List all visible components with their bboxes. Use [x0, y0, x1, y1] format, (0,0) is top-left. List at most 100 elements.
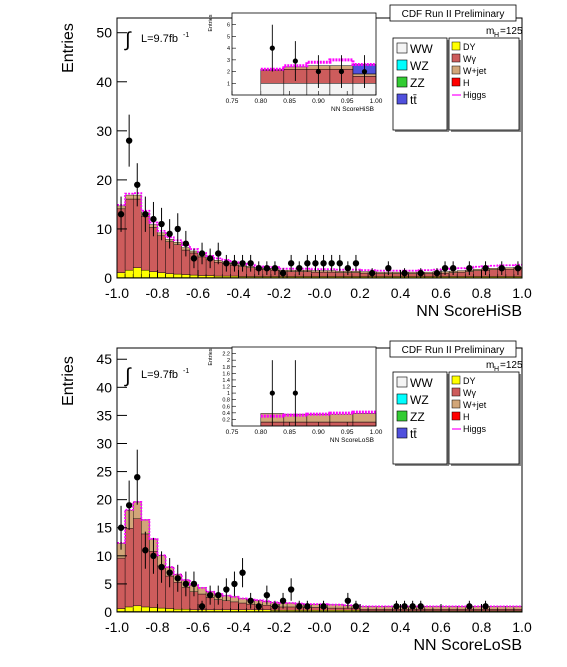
- x-tick-label: 0.4: [391, 619, 411, 635]
- hist-bar-W+jet: [359, 271, 369, 274]
- inset-x-tick-label: 1.00: [370, 98, 383, 105]
- x-tick-label: 0.8: [472, 285, 492, 301]
- hist-bar-DY: [189, 274, 199, 278]
- inset-x-axis-label: NN ScoreLoSB: [330, 437, 374, 444]
- hist-bar-Wγ: [238, 602, 247, 610]
- data-point: [142, 211, 149, 218]
- y-tick-label: 10: [96, 221, 112, 237]
- mass-label-value: =125: [500, 360, 523, 371]
- hist-bar-Wγ: [222, 600, 231, 610]
- hist-bar-Wγ: [497, 608, 507, 612]
- inset-bar-WW: [260, 83, 285, 96]
- y-tick-label: 0: [104, 270, 112, 286]
- mass-label-sub: H: [494, 32, 499, 39]
- legend-label: ZZ: [410, 76, 425, 90]
- y-tick-label: 30: [96, 435, 112, 451]
- inset-x-tick-label: 0.85: [283, 429, 296, 436]
- x-axis-label: NN ScoreHiSB: [416, 303, 522, 320]
- mass-label-m: m: [486, 26, 494, 37]
- hist-bar-DY: [189, 609, 199, 612]
- data-point: [182, 580, 190, 588]
- data-point: [231, 260, 238, 267]
- header-box: [389, 4, 517, 22]
- inset-data-point: [361, 68, 368, 75]
- hist-bar-DY: [165, 273, 174, 278]
- legend-label: WW: [410, 42, 433, 56]
- hist-bar-W+jet: [286, 602, 296, 608]
- inset-y-tick-label: 2: [227, 70, 230, 76]
- hist-bar-Wγ: [376, 608, 385, 612]
- inset-data-point: [292, 390, 298, 396]
- hist-bar-DY: [205, 275, 215, 278]
- data-point: [206, 255, 214, 262]
- data-point: [255, 603, 262, 610]
- y-tick-label: 10: [96, 548, 112, 564]
- legend-label: tt̄: [410, 93, 417, 107]
- legend-swatch: [396, 410, 408, 422]
- hist-bar-Wγ: [303, 271, 312, 277]
- legend-swatch: [451, 387, 461, 397]
- hist-bar-DY: [173, 273, 182, 278]
- data-point: [263, 591, 271, 599]
- legend-label: DY: [463, 42, 476, 52]
- data-point: [166, 569, 173, 576]
- inset-x-tick-label: 0.90: [312, 429, 325, 436]
- inset-x-tick-label: 0.90: [312, 98, 325, 105]
- header-title: CDF Run II Preliminary: [402, 9, 505, 20]
- y-tick-label: 15: [96, 520, 112, 536]
- data-point: [190, 255, 198, 262]
- hist-bar-Wγ: [448, 608, 458, 612]
- legend-label: WW: [410, 376, 433, 390]
- x-axis-label: NN ScoreLoSB: [414, 637, 523, 654]
- inset-bar-W+jet: [329, 413, 354, 423]
- hist-bar-Wγ: [230, 601, 239, 610]
- inset-y-tick-label: 0.6: [222, 404, 230, 410]
- hist-bar-Wγ: [132, 198, 142, 268]
- data-point: [215, 591, 222, 599]
- legend-swatch: [451, 65, 461, 75]
- data-point: [215, 250, 222, 257]
- hist-bar-DY: [116, 272, 126, 278]
- data-point: [385, 264, 392, 272]
- y-axis-label: Entries: [60, 356, 77, 406]
- legend-swatch: [451, 411, 461, 421]
- hist-bar-DY: [238, 609, 247, 612]
- inset-x-tick-label: 0.75: [226, 98, 239, 105]
- y-tick-label: 35: [96, 407, 112, 423]
- data-point: [287, 260, 295, 267]
- data-point: [312, 260, 319, 267]
- integral-sign: ∫: [124, 365, 132, 387]
- inset-y-tick-label: 1: [227, 391, 230, 397]
- hist-bar-Wγ: [286, 271, 296, 277]
- hist-bar-DY: [230, 609, 239, 612]
- hist-bar-DY: [116, 608, 126, 612]
- top-panel: -1.0 -0.8 -0.6 -0.4 -0.2 -0.0 0.2 0.4 0.6 0.8 1.00…: [60, 4, 532, 320]
- mass-label-sub: H: [494, 366, 499, 373]
- legend-swatch: [396, 393, 408, 405]
- hist-bar-Wγ: [424, 273, 434, 277]
- hist-bar-Wγ: [489, 269, 498, 277]
- data-point: [174, 575, 181, 582]
- x-tick-label: 0.6: [431, 619, 451, 635]
- integral-sign: ∫: [124, 29, 132, 51]
- hist-bar-W+jet: [489, 267, 498, 270]
- hist-bar-DY: [230, 275, 239, 278]
- hist-bar-Wγ: [116, 557, 126, 609]
- inset-y-tick-label: 2.2: [222, 352, 230, 358]
- data-point: [401, 269, 408, 277]
- data-point: [125, 137, 133, 144]
- hist-bar-DY: [132, 605, 142, 612]
- inset-data-point: [338, 68, 345, 75]
- data-point: [417, 603, 424, 610]
- data-point: [393, 603, 400, 610]
- data-point: [117, 211, 125, 218]
- x-tick-label: 0.4: [391, 285, 411, 301]
- y-tick-label: 40: [96, 379, 112, 395]
- legend-label: DY: [463, 376, 476, 386]
- hist-bar-Wγ: [262, 605, 272, 610]
- data-point: [304, 603, 311, 610]
- x-tick-label: 0.8: [472, 619, 492, 635]
- inset-x-tick-label: 0.80: [254, 429, 267, 436]
- hist-bar-Wγ: [124, 528, 134, 608]
- data-point: [125, 502, 133, 509]
